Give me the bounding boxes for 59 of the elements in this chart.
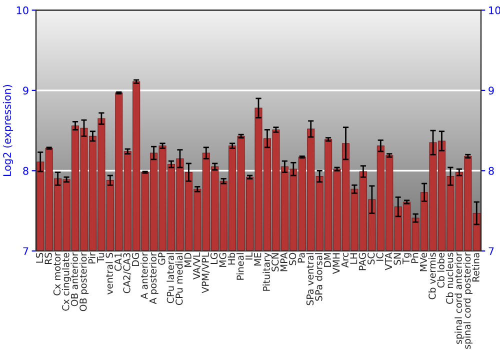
x-tick-label: Arc bbox=[341, 252, 348, 268]
x-tick-label: MD bbox=[184, 252, 192, 267]
x-tick-label: Retina bbox=[472, 253, 480, 282]
y-tick-label: 8 bbox=[23, 166, 28, 175]
x-tick-label: SC bbox=[368, 252, 375, 264]
x-tick-label: Cb lobe bbox=[437, 252, 444, 288]
x-tick-label: OB anterior bbox=[70, 252, 78, 306]
x-tick-label: SO bbox=[289, 252, 296, 266]
y2-tick-label: 8 bbox=[488, 166, 494, 175]
x-tick-label: SCN bbox=[272, 253, 279, 272]
x-tick-label: CA1 bbox=[114, 253, 122, 271]
y-axis-title: Log2 (expression) bbox=[2, 85, 14, 176]
x-tick-label: CA2/CA3 bbox=[123, 253, 132, 294]
x-tick-label: CPu medial bbox=[175, 253, 183, 305]
x-tick-label: VA/VL bbox=[193, 252, 201, 280]
x-tick-label: LH bbox=[350, 253, 358, 264]
x-tick-label: Pineal bbox=[236, 253, 244, 280]
x-tick-label: Cb vermis bbox=[428, 252, 436, 300]
x-tick-label: ME bbox=[254, 252, 262, 266]
y-tick-label: 7 bbox=[23, 247, 28, 255]
x-tick-label: IL bbox=[245, 252, 252, 260]
x-tick-label: Cb nucleus bbox=[446, 252, 454, 304]
y-tick-label: 10 bbox=[16, 6, 28, 14]
x-tick-label: RS bbox=[44, 252, 52, 264]
x-tick-label: Pn bbox=[411, 253, 418, 263]
x-tick-label: A posterior bbox=[149, 252, 158, 304]
x-tick-label: VPM/VPL bbox=[202, 252, 210, 294]
x-tick-label: Tu bbox=[97, 253, 104, 263]
x-tick-label: Cx cingulate bbox=[62, 252, 72, 311]
x-tick-label: ventral S bbox=[106, 252, 113, 294]
x-tick-label: Cx motor bbox=[53, 252, 61, 296]
x-tick-label: DM bbox=[324, 253, 331, 267]
x-tick-label: spinal cord anterior bbox=[454, 252, 464, 344]
x-tick-label: Pir bbox=[88, 252, 96, 264]
x-tick-label: SN bbox=[394, 253, 401, 265]
x-tick-label: SPa dorsal bbox=[315, 253, 322, 301]
y2-tick-label: 9 bbox=[488, 86, 494, 95]
x-tick-label: Hb bbox=[228, 252, 236, 265]
x-tick-label: OB posterior bbox=[79, 252, 89, 312]
x-tick-label: MG bbox=[219, 253, 226, 267]
y-tick-label: 9 bbox=[23, 86, 28, 95]
x-tick-label: spinal cord posterior bbox=[463, 252, 472, 349]
x-tick-label: MVe bbox=[420, 252, 428, 272]
x-tick-label: LS bbox=[36, 252, 44, 263]
x-tick-label: A anterior bbox=[140, 252, 148, 300]
x-tick-label: Tg bbox=[402, 253, 412, 264]
x-tick-label: VTA bbox=[385, 252, 392, 270]
x-tick-label: SPa ventral bbox=[306, 253, 314, 306]
x-tick-label: PAG bbox=[358, 253, 366, 270]
x-tick-label: DG bbox=[132, 253, 140, 266]
x-tick-label: Pituitary bbox=[262, 252, 272, 291]
y2-tick-label: 7 bbox=[488, 247, 494, 255]
x-tick-label: LG bbox=[210, 253, 218, 264]
x-tick-label: GP bbox=[158, 252, 166, 265]
x-tick-label: IC bbox=[376, 252, 384, 261]
x-tick-label: CPu lateral bbox=[166, 253, 174, 304]
x-tick-label: MPA bbox=[280, 252, 288, 272]
x-tick-label: Pa bbox=[298, 253, 305, 262]
x-tick-label: VMH bbox=[332, 253, 340, 274]
